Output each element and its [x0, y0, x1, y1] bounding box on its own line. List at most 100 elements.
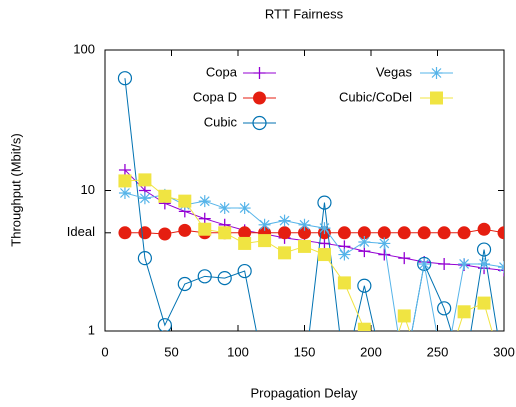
data-point	[118, 163, 131, 176]
series-line	[124, 169, 504, 271]
y-tick-label: 1	[88, 322, 95, 337]
marker-shape	[197, 269, 212, 284]
marker-shape	[478, 257, 491, 270]
legend-label: Vegas	[376, 64, 413, 79]
legend-item: Cubic	[204, 114, 276, 131]
data-point	[278, 214, 291, 227]
marker-shape	[218, 202, 231, 215]
marker-shape	[497, 226, 504, 240]
data-point	[117, 71, 133, 86]
marker-shape	[477, 296, 491, 310]
marker-shape	[178, 194, 192, 208]
plot-area	[117, 71, 504, 331]
data-point	[118, 226, 132, 240]
marker-shape	[357, 322, 371, 331]
marker-shape	[458, 257, 471, 270]
marker-shape	[118, 163, 131, 176]
y-tick-label: 10	[81, 182, 95, 197]
marker-shape	[337, 226, 351, 240]
data-point	[437, 301, 452, 316]
marker-shape	[278, 226, 292, 240]
marker-shape	[252, 115, 267, 131]
data-point	[498, 261, 504, 274]
marker-shape	[198, 222, 212, 236]
data-point	[457, 305, 471, 319]
legend-item: Cubic/CoDel	[339, 89, 453, 105]
marker-shape	[137, 251, 152, 266]
data-point	[217, 270, 232, 286]
data-point	[118, 186, 131, 199]
data-point	[377, 226, 391, 240]
data-point	[397, 309, 411, 323]
marker-shape	[318, 222, 331, 235]
data-point	[178, 223, 192, 237]
data-point	[438, 257, 451, 270]
data-point	[417, 226, 431, 240]
x-axis-title: Propagation Delay	[251, 385, 358, 400]
data-point	[218, 202, 231, 215]
marker-shape	[430, 67, 443, 79]
data-point	[417, 256, 432, 272]
data-point	[317, 248, 331, 262]
y-tick-label: 100	[73, 41, 95, 56]
marker-shape	[418, 257, 431, 270]
data-point	[197, 269, 212, 284]
marker-shape	[397, 226, 411, 240]
legend-label: Copa	[206, 64, 238, 79]
legend-marker	[253, 91, 266, 105]
marker-shape	[138, 226, 152, 240]
chart-title: RTT Fairness	[265, 6, 344, 21]
data-point	[138, 226, 152, 240]
data-point	[478, 257, 491, 270]
marker-shape	[476, 242, 492, 257]
data-point	[437, 226, 451, 240]
marker-shape	[358, 235, 371, 248]
marker-shape	[477, 222, 491, 236]
marker-shape	[338, 248, 351, 261]
x-tick-label: 50	[164, 344, 178, 359]
marker-shape	[217, 270, 232, 286]
y-axis-title: Throughput (Mbit/s)	[8, 133, 23, 246]
data-point	[457, 226, 471, 240]
marker-shape	[178, 223, 192, 237]
data-point	[138, 173, 152, 187]
data-point	[198, 195, 211, 208]
data-point	[357, 322, 371, 331]
x-tick-label: 300	[493, 344, 515, 359]
data-point	[318, 237, 331, 250]
data-point	[477, 296, 491, 310]
legend-label: Copa D	[193, 89, 237, 104]
marker-shape	[298, 239, 311, 253]
marker-shape	[357, 226, 371, 240]
marker-shape	[218, 226, 232, 240]
data-point	[337, 226, 351, 240]
data-point	[338, 248, 351, 261]
data-point	[198, 222, 212, 236]
marker-shape	[317, 195, 332, 210]
marker-shape	[457, 226, 471, 240]
marker-shape	[397, 309, 411, 323]
marker-shape	[498, 261, 504, 274]
marker-shape	[430, 91, 443, 105]
marker-shape	[253, 91, 266, 105]
marker-shape	[118, 174, 132, 188]
data-point	[337, 276, 351, 290]
marker-shape	[118, 186, 131, 199]
marker-shape	[437, 301, 452, 316]
data-point	[497, 226, 504, 240]
data-point	[278, 246, 292, 260]
marker-shape	[357, 278, 372, 293]
data-point	[157, 318, 172, 331]
marker-shape	[238, 226, 252, 240]
marker-shape	[177, 276, 192, 292]
marker-shape	[318, 237, 331, 250]
data-point	[477, 222, 491, 236]
data-point	[258, 234, 272, 248]
marker-shape	[198, 195, 211, 208]
data-point	[418, 257, 431, 270]
legend-label: Cubic	[204, 114, 238, 129]
legend-marker	[430, 67, 443, 79]
data-point	[357, 278, 372, 293]
data-point	[178, 194, 192, 208]
